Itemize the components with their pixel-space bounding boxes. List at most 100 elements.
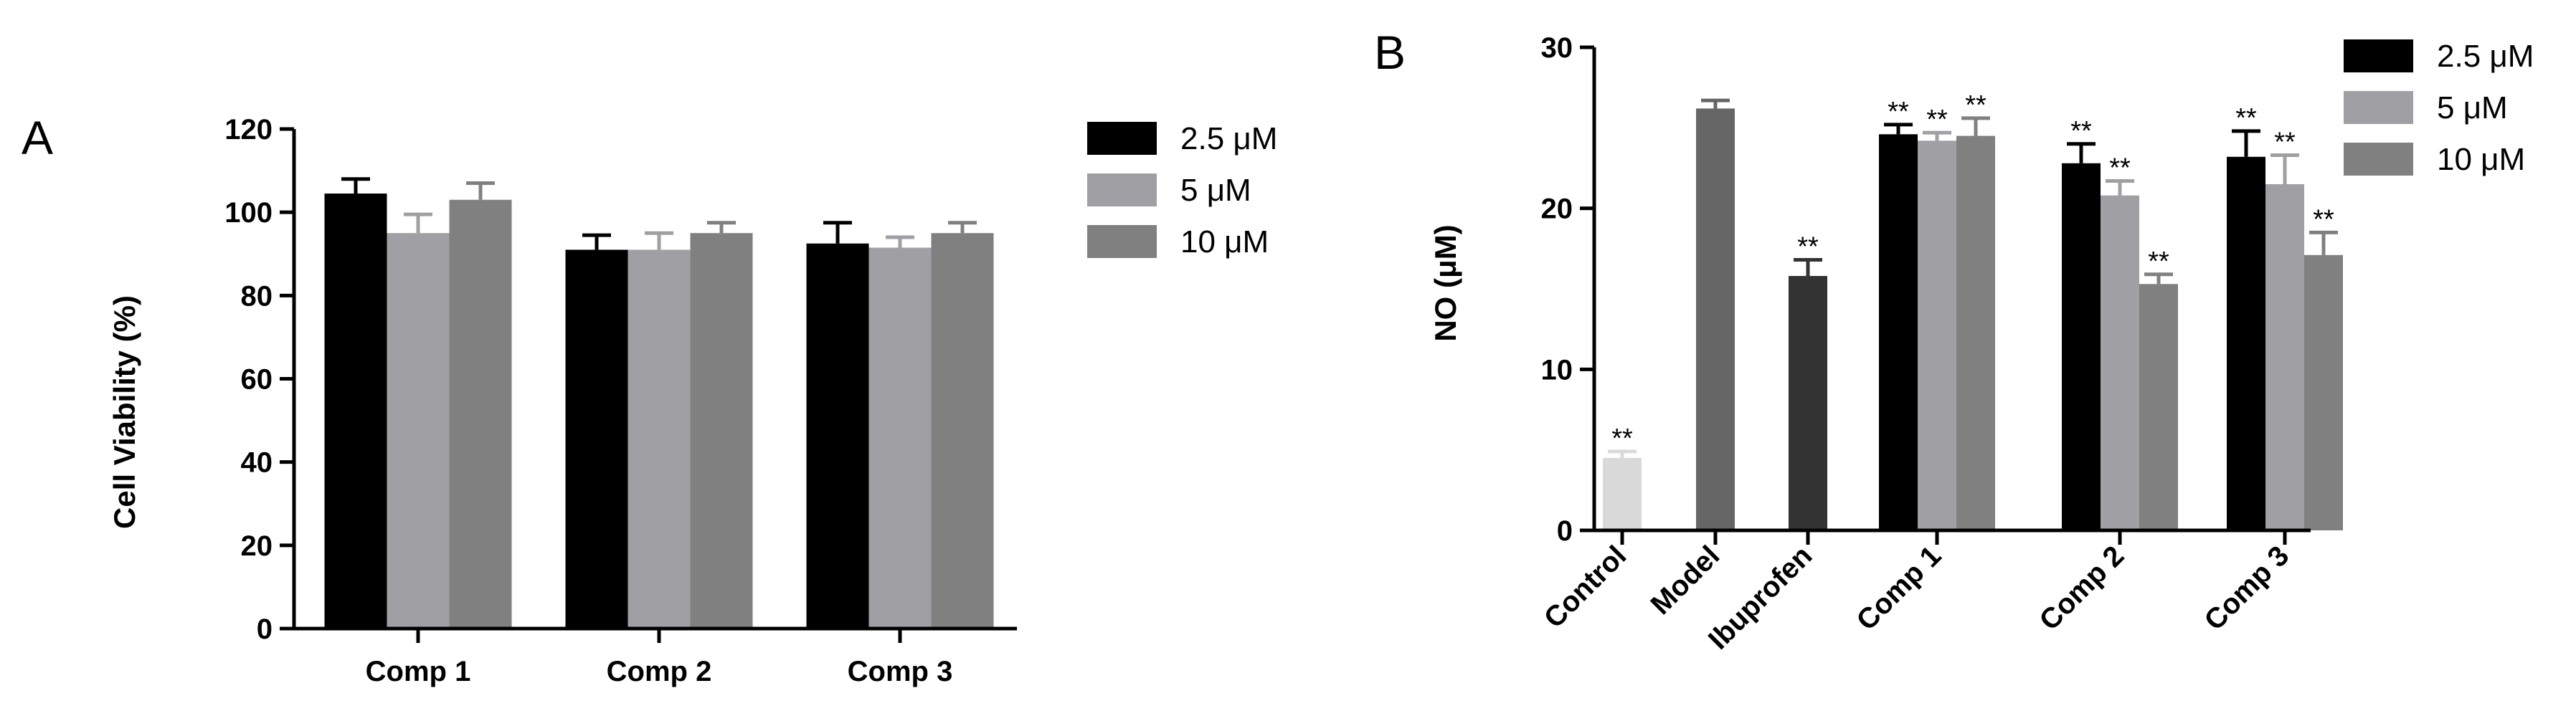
panel-b-error-bar — [2232, 129, 2260, 157]
panel-b-significance-mark: ** — [1965, 90, 1987, 120]
panel-a-x-label: Comp 3 — [848, 656, 953, 687]
panel-a-error-bar — [466, 181, 495, 200]
panel-b-y-axis-title: NO (μM) — [1429, 224, 1462, 341]
panel-a-bar-comp-1-2-5-m — [324, 194, 387, 629]
panel-a-bar-comp-1-5-m — [387, 233, 450, 629]
panel-b-y-tick-label: 0 — [1557, 515, 1573, 547]
panel-a-y-tick-label: 80 — [241, 280, 273, 312]
panel-a-bar-comp-1-10-m — [449, 199, 512, 629]
panel-a-bars — [324, 177, 994, 629]
panel-b-x-label: Control — [1538, 540, 1633, 634]
panel-b-bar-ibuprofen — [1789, 276, 1827, 530]
panel-b-bar-comp-1-5-m — [1918, 140, 1956, 531]
panel-b-error-bar — [2270, 153, 2299, 184]
panel-a-y-tick-label: 20 — [241, 530, 273, 562]
panel-a-y-ticks: 0 20 40 60 80 100 120 — [224, 114, 294, 645]
panel-b-bar-comp-3-5-m — [2265, 183, 2304, 530]
panel-a-error-bar — [886, 235, 914, 248]
panel-b-significance-mark: ** — [2109, 153, 2131, 183]
panel-b-legend-label: 10 μM — [2437, 142, 2525, 177]
panel-a-x-label: Comp 2 — [607, 656, 712, 687]
panel-b-significance-mark: ** — [1888, 97, 1909, 127]
panel-b-y-tick-label: 10 — [1541, 354, 1573, 386]
panel-a-axes — [292, 129, 1017, 631]
panel-b-legend-label: 2.5 μM — [2437, 39, 2534, 74]
panel-a-x-label: Comp 1 — [366, 656, 471, 687]
panel-b-error-bar — [2106, 178, 2134, 196]
panel-b-bar-comp-1-10-m — [1956, 135, 1995, 531]
panel-a-legend-swatch — [1087, 173, 1157, 206]
panel-b-significance-mark: ** — [2148, 247, 2169, 277]
panel-a-y-tick-label: 40 — [241, 447, 273, 479]
panel-b-bars: ** ** ** ** ** ** ** ** ** ** ** — [1603, 90, 2343, 531]
panel-a-legend-swatch — [1087, 122, 1157, 155]
panel-a-y-tick-label: 0 — [257, 614, 273, 645]
panel-a-bar-comp-2-5-m — [628, 249, 691, 629]
panel-a-error-bar — [645, 231, 673, 250]
panel-a-y-axis-title: Cell Viability (%) — [108, 295, 141, 529]
panel-a-letter: A — [22, 111, 53, 164]
panel-b-x-label: Comp 3 — [2199, 540, 2296, 636]
panel-b-significance-mark: ** — [1926, 105, 1948, 135]
panel-b-error-bar — [2144, 272, 2173, 285]
panel-a-y-tick-label: 60 — [241, 364, 273, 396]
panel-b-bar-comp-1-2-5-m — [1879, 134, 1918, 530]
panel-b-bar-model — [1696, 108, 1735, 530]
panel-a-legend-swatch — [1087, 225, 1157, 258]
panel-b-y-ticks: 0 10 20 30 — [1541, 32, 1594, 547]
panel-a-chart: A Cell Viability (%) 0 20 40 60 80 100 120 Com… — [22, 111, 1277, 687]
panel-b-letter: B — [1374, 26, 1406, 79]
panel-b-significance-mark: ** — [2313, 204, 2334, 234]
panel-b-x-label: Model — [1645, 540, 1726, 621]
panel-a-bar-comp-2-10-m — [690, 233, 753, 629]
panel-a-bar-comp-3-5-m — [868, 247, 932, 629]
panel-a-y-tick-label: 120 — [224, 114, 273, 145]
panel-a-bar-comp-3-2-5-m — [806, 243, 869, 629]
panel-b-bar-comp-3-10-m — [2304, 254, 2343, 530]
panel-a-error-bar — [582, 233, 611, 250]
panel-b-error-bar — [1794, 258, 1822, 277]
panel-b-significance-mark: ** — [1797, 232, 1819, 262]
panel-b-bar-comp-2-10-m — [2139, 284, 2178, 530]
panel-a-y-tick-label: 100 — [224, 197, 273, 229]
panel-b-y-tick-label: 20 — [1541, 194, 1573, 225]
panel-a-error-bar — [404, 212, 432, 234]
panel-b-error-bar — [2067, 142, 2096, 163]
panel-b-error-bar — [1608, 449, 1637, 458]
panel-a-legend-label: 5 μM — [1180, 173, 1251, 208]
panel-b-error-bar — [1884, 123, 1913, 135]
panel-b-bar-control — [1603, 457, 1642, 530]
panel-a-legend-label: 2.5 μM — [1180, 121, 1277, 156]
panel-a-bar-comp-2-2-5-m — [565, 249, 628, 629]
panel-b-legend-swatch — [2344, 143, 2413, 176]
panel-a-x-labels: Comp 1 Comp 2 Comp 3 — [366, 629, 953, 687]
panel-b-significance-mark: ** — [2235, 103, 2257, 133]
panel-b-error-bar — [2309, 230, 2338, 255]
panel-b-legend-label: 5 μM — [2437, 90, 2508, 125]
panel-b-legend-swatch — [2344, 91, 2413, 124]
panel-b-bar-comp-2-2-5-m — [2062, 163, 2101, 530]
panel-a-legend-label: 10 μM — [1180, 224, 1269, 259]
panel-b-significance-mark: ** — [1611, 424, 1633, 454]
panel-b-x-label: Comp 1 — [1851, 540, 1948, 636]
panel-b-legend: 2.5 μM 5 μM 10 μM — [2344, 39, 2534, 177]
panel-b-legend-swatch — [2344, 39, 2413, 72]
panel-a-legend: 2.5 μM 5 μM 10 μM — [1087, 121, 1277, 259]
panel-a-error-bar — [707, 221, 736, 234]
panel-a-error-bar — [823, 221, 852, 244]
panel-b-y-tick-label: 30 — [1541, 32, 1573, 64]
panel-b-x-label: Comp 2 — [2034, 540, 2131, 636]
panel-b-error-bar — [1923, 130, 1951, 141]
panel-a-error-bar — [341, 177, 370, 194]
panel-b-significance-mark: ** — [2070, 116, 2092, 146]
panel-b-error-bar — [1701, 98, 1730, 109]
panel-b-significance-mark: ** — [2274, 128, 2296, 158]
panel-a-error-bar — [948, 221, 977, 234]
panel-b-bar-comp-3-2-5-m — [2227, 156, 2265, 531]
panel-b-axes — [1592, 47, 2311, 533]
panel-b-error-bar — [1961, 116, 1990, 136]
panel-a-bar-comp-3-10-m — [931, 233, 994, 629]
